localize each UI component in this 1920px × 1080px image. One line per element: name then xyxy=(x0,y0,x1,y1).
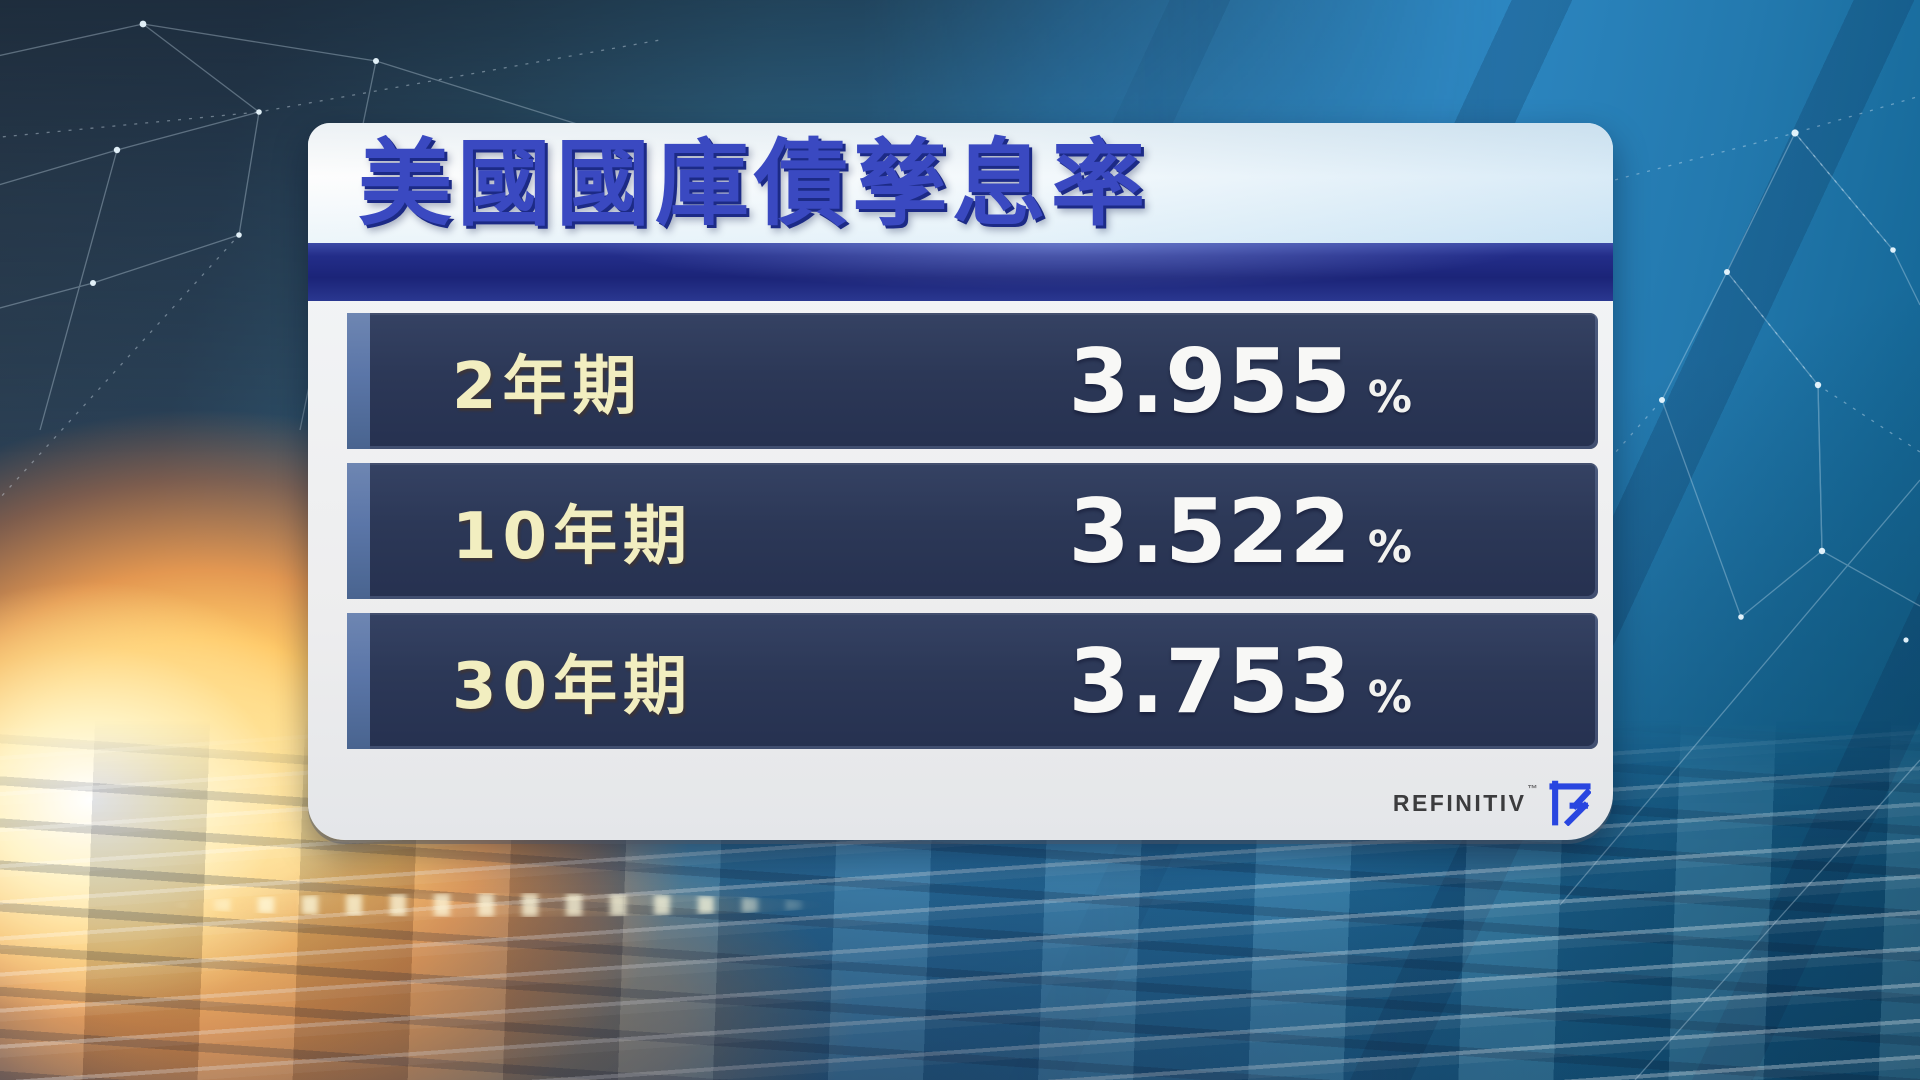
percent-sign: % xyxy=(1367,371,1412,423)
light-glints-decoration xyxy=(170,893,830,917)
yield-value: 3.522 xyxy=(1068,479,1352,583)
yield-value: 3.955 xyxy=(1068,329,1352,433)
tenor-label: 30年期 xyxy=(452,650,694,724)
table-row-10yr: 10年期 3.522 % xyxy=(347,463,1598,599)
tenor-label: 10年期 xyxy=(452,500,694,574)
yields-panel: 美國國庫債孳息率 2年期 3.955 % 10年期 3.522 % xyxy=(308,123,1613,840)
refinitiv-wordmark: REFINITIV™ xyxy=(1392,784,1539,817)
row-accent-stripe xyxy=(347,463,370,599)
panel-title: 美國國庫債孳息率 xyxy=(358,130,1151,239)
trademark-symbol: ™ xyxy=(1527,783,1540,795)
refinitiv-logo-icon xyxy=(1549,780,1591,826)
table-row-30yr: 30年期 3.753 % xyxy=(347,613,1598,749)
table-row-2yr: 2年期 3.955 % xyxy=(347,313,1598,449)
percent-sign: % xyxy=(1367,521,1412,573)
yield-value: 3.753 xyxy=(1068,629,1352,733)
refinitiv-name: REFINITIV xyxy=(1392,789,1527,816)
refinitiv-branding: REFINITIV™ xyxy=(1393,780,1591,826)
yield-value-group: 3.955 % xyxy=(1069,330,1412,433)
row-accent-stripe xyxy=(347,613,370,749)
yields-table: 2年期 3.955 % 10年期 3.522 % 30年期 3.753 xyxy=(347,313,1598,749)
percent-sign: % xyxy=(1367,671,1412,723)
header-divider-band xyxy=(308,243,1613,301)
row-accent-stripe xyxy=(347,313,370,449)
tenor-label: 2年期 xyxy=(452,350,643,424)
yield-value-group: 3.522 % xyxy=(1069,480,1412,583)
yield-value-group: 3.753 % xyxy=(1069,630,1412,733)
title-band: 美國國庫債孳息率 xyxy=(308,123,1613,243)
